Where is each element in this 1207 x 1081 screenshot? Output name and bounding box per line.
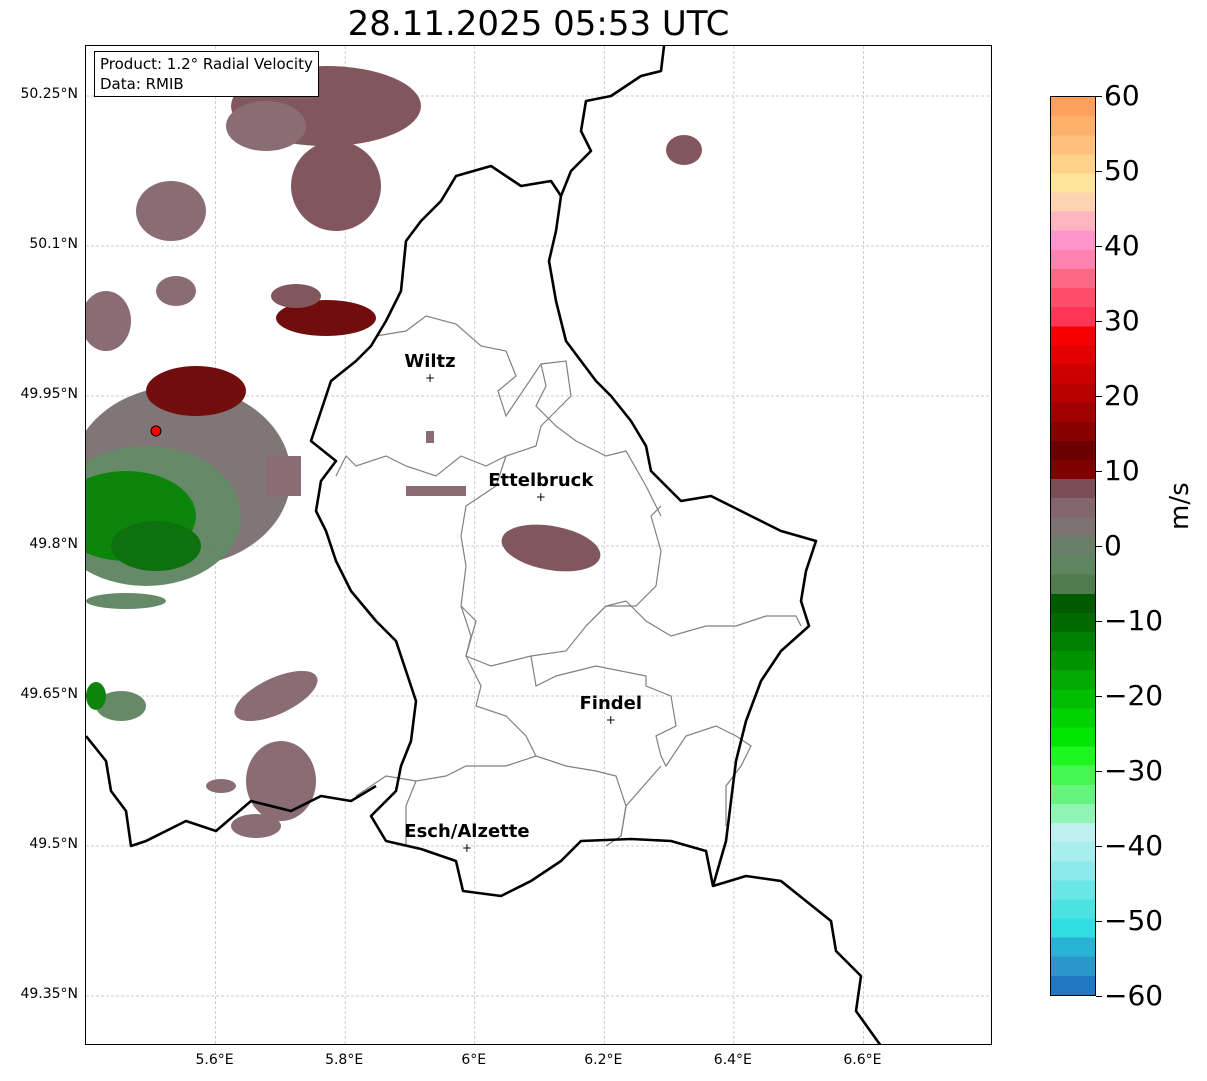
colorbar-tick <box>1096 321 1102 322</box>
echo-area <box>156 276 196 306</box>
colorbar-tick-label: 0 <box>1104 529 1122 562</box>
city-marker-icon: + <box>535 490 546 504</box>
border-belgium-france <box>86 735 377 848</box>
radar-map[interactable]: Wiltz + Ettelbruck + Findel + Esch/Alzette + <box>85 45 992 1045</box>
city-marker-icon: + <box>605 713 616 727</box>
city-marker-icon: + <box>424 371 436 385</box>
city-label: Findel <box>579 693 643 714</box>
lon-tick-label: 6.2°E <box>584 1052 623 1068</box>
colorbar-tick <box>1096 96 1102 97</box>
colorbar-tick <box>1096 546 1102 547</box>
echo-area <box>86 682 106 710</box>
echo-area <box>666 135 702 165</box>
colorbar-tick-label: −10 <box>1104 604 1164 637</box>
echo-area <box>111 521 201 571</box>
lat-tick-label: 49.95°N <box>20 386 78 402</box>
product-info-box: Product: 1.2° Radial Velocity Data: RMIB <box>94 51 319 97</box>
echo-area <box>234 670 318 722</box>
colorbar-tick-label: 40 <box>1104 229 1140 262</box>
echo-area <box>501 524 601 572</box>
radar-site-marker <box>150 425 162 437</box>
lat-tick-label: 49.8°N <box>29 536 78 552</box>
lat-tick-label: 50.25°N <box>20 86 78 102</box>
lon-tick-label: 6.4°E <box>713 1052 752 1068</box>
colorbar-tick <box>1096 921 1102 922</box>
echo-area <box>136 181 206 241</box>
echo-area <box>86 291 131 351</box>
colorbar-tick-label: −60 <box>1104 979 1164 1012</box>
product-label: Product: 1.2° Radial Velocity <box>100 55 313 73</box>
colorbar-tick <box>1096 246 1102 247</box>
lat-tick-label: 49.35°N <box>20 986 78 1002</box>
border-luxembourg-south-west <box>309 164 715 898</box>
echo-area <box>86 593 166 609</box>
city-label: Esch/Alzette <box>404 821 530 842</box>
lat-tick-label: 50.1°N <box>29 236 78 252</box>
map-svg <box>86 46 991 1044</box>
colorbar-tick-label: 60 <box>1104 79 1140 112</box>
colorbar-tick-label: −20 <box>1104 679 1164 712</box>
echo-area <box>291 141 381 231</box>
echo-area <box>406 486 466 496</box>
lat-tick-label: 49.65°N <box>20 686 78 702</box>
echo-area <box>146 366 246 416</box>
colorbar-tick-label: −50 <box>1104 904 1164 937</box>
district-borders <box>335 315 802 847</box>
echo-area <box>231 814 281 838</box>
colorbar-tick-label: 10 <box>1104 454 1140 487</box>
map-title: 28.11.2025 05:53 UTC <box>347 4 730 44</box>
colorbar-tick <box>1096 696 1102 697</box>
echo-area <box>276 300 376 336</box>
colorbar-tick-label: 50 <box>1104 154 1140 187</box>
lon-tick-label: 5.6°E <box>195 1052 234 1068</box>
echo-area <box>96 691 146 721</box>
lon-tick-label: 6.6°E <box>843 1052 882 1068</box>
lat-tick-label: 49.5°N <box>29 836 78 852</box>
colorbar-tick <box>1096 771 1102 772</box>
country-borders <box>86 46 882 1044</box>
city-label: Wiltz <box>404 351 456 372</box>
colorbar-tick <box>1096 471 1102 472</box>
colorbar-tick-label: 20 <box>1104 379 1140 412</box>
city-label: Ettelbruck <box>488 470 594 491</box>
colorbar-tick <box>1096 621 1102 622</box>
city-marker-icon: + <box>461 841 472 855</box>
echo-area <box>226 101 306 151</box>
colorbar-label: m/s <box>1165 482 1195 530</box>
echo-area <box>271 284 321 308</box>
border-east <box>547 46 882 1044</box>
data-source-label: Data: RMIB <box>100 75 184 93</box>
radar-echoes <box>86 66 702 838</box>
colorbar-tick <box>1096 171 1102 172</box>
colorbar-tick-label: 30 <box>1104 304 1140 337</box>
colorbar <box>1050 96 1096 996</box>
colorbar-tick-label: −40 <box>1104 829 1164 862</box>
colorbar-tick <box>1096 846 1102 847</box>
echo-area <box>426 431 434 443</box>
colorbar-tick <box>1096 396 1102 397</box>
echo-area <box>246 741 316 821</box>
echo-area <box>266 456 301 496</box>
colorbar-tick-label: −30 <box>1104 754 1164 787</box>
echo-area <box>206 779 236 793</box>
lon-tick-label: 6°E <box>461 1052 487 1068</box>
lon-tick-label: 5.8°E <box>325 1052 364 1068</box>
colorbar-tick <box>1096 996 1102 997</box>
